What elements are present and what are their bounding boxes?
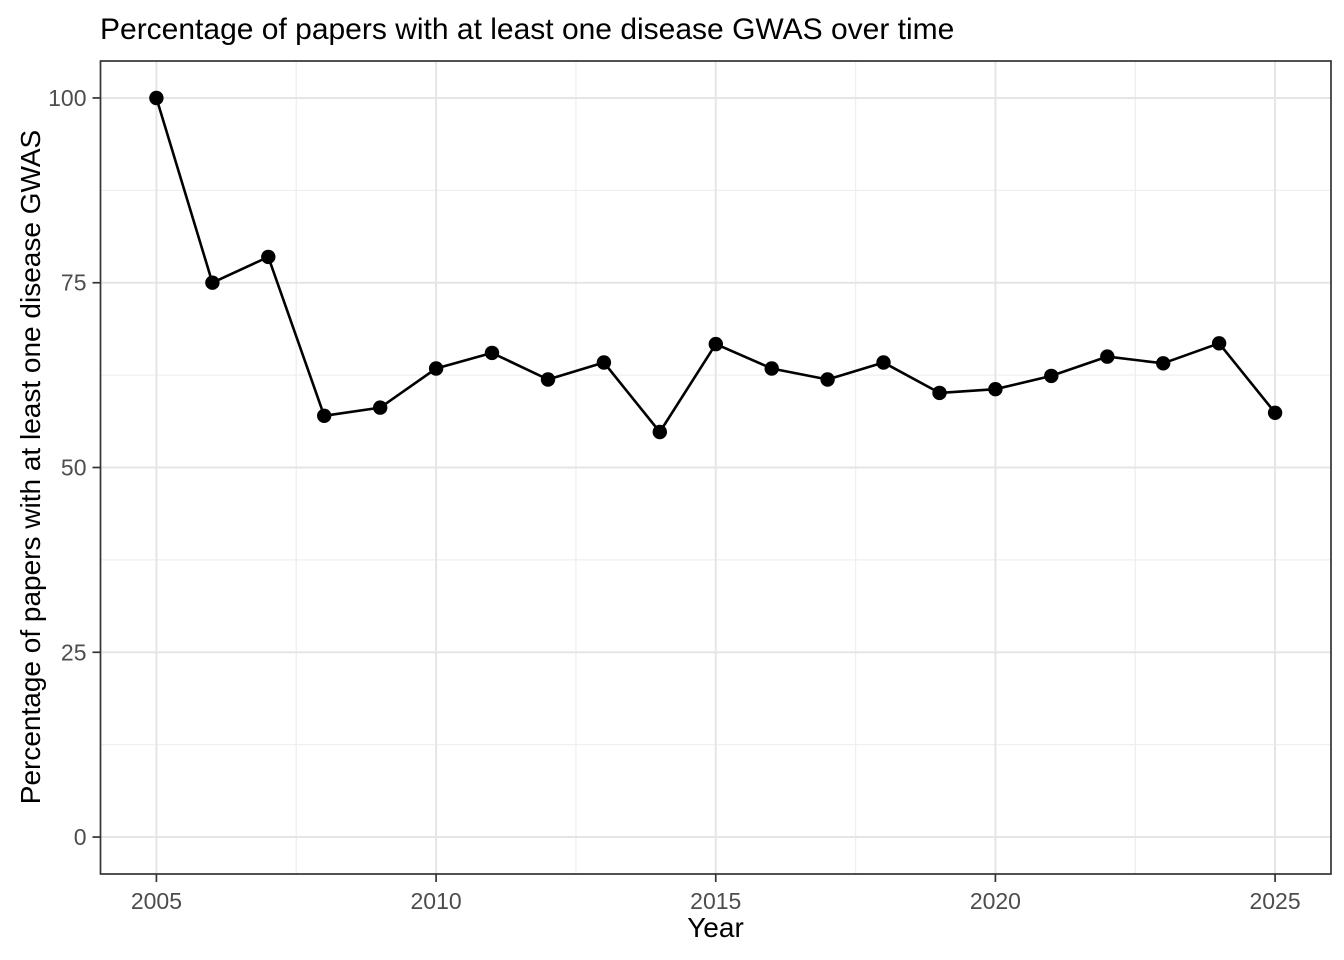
data-point bbox=[373, 400, 388, 415]
chart-title: Percentage of papers with at least one d… bbox=[100, 13, 955, 46]
data-point bbox=[988, 382, 1003, 397]
y-tick-label: 50 bbox=[61, 455, 87, 481]
data-point bbox=[1044, 368, 1059, 384]
y-tick-label: 0 bbox=[74, 824, 87, 850]
data-point bbox=[876, 355, 891, 370]
data-point bbox=[820, 372, 835, 387]
data-point bbox=[428, 361, 444, 376]
data-point bbox=[484, 345, 500, 361]
data-point bbox=[205, 275, 220, 290]
x-tick-label: 2020 bbox=[970, 888, 1021, 914]
data-point bbox=[261, 249, 276, 265]
y-tick-label: 25 bbox=[61, 639, 87, 665]
x-axis-title: Year bbox=[687, 912, 744, 943]
x-tick-label: 2025 bbox=[1249, 888, 1300, 914]
y-tick-label: 75 bbox=[61, 270, 87, 296]
x-tick-label: 2010 bbox=[411, 888, 462, 914]
data-point bbox=[1100, 349, 1115, 364]
y-tick-label: 100 bbox=[48, 85, 86, 111]
data-point bbox=[317, 408, 332, 423]
data-point bbox=[708, 336, 723, 352]
data-point bbox=[764, 361, 779, 376]
data-point bbox=[652, 424, 667, 440]
data-point bbox=[596, 355, 612, 370]
data-point bbox=[1211, 336, 1227, 351]
data-point bbox=[540, 372, 556, 387]
x-tick-label: 2015 bbox=[690, 888, 741, 914]
data-point bbox=[1267, 405, 1283, 420]
x-tick-label: 2005 bbox=[131, 888, 182, 914]
data-point bbox=[932, 385, 947, 401]
data-point bbox=[149, 90, 164, 106]
data-point bbox=[1156, 356, 1171, 371]
